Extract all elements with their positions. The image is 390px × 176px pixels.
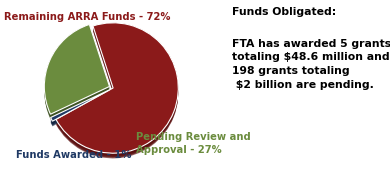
Wedge shape — [51, 90, 110, 121]
Text: FTA has awarded 5 grants
totaling $48.6 million and
198 grants totaling
 $2 bill: FTA has awarded 5 grants totaling $48.6 … — [232, 39, 390, 90]
Wedge shape — [44, 27, 110, 117]
Wedge shape — [56, 24, 178, 154]
Wedge shape — [44, 28, 110, 118]
Text: Funds Obligated:: Funds Obligated: — [232, 7, 336, 17]
Text: Remaining ARRA Funds - 72%: Remaining ARRA Funds - 72% — [4, 12, 170, 22]
Wedge shape — [44, 26, 110, 116]
Wedge shape — [56, 26, 178, 156]
Wedge shape — [56, 23, 178, 153]
Wedge shape — [51, 90, 110, 121]
Wedge shape — [44, 29, 110, 119]
Wedge shape — [44, 24, 110, 114]
Wedge shape — [56, 24, 178, 155]
Wedge shape — [56, 28, 178, 158]
Wedge shape — [51, 92, 110, 123]
Wedge shape — [44, 27, 110, 117]
Wedge shape — [44, 25, 110, 115]
Wedge shape — [56, 25, 178, 155]
Wedge shape — [44, 24, 110, 114]
Wedge shape — [51, 93, 110, 125]
Wedge shape — [51, 95, 110, 126]
Wedge shape — [51, 93, 110, 124]
Wedge shape — [56, 23, 178, 153]
Text: Funds Awarded - 1%: Funds Awarded - 1% — [16, 150, 131, 160]
Wedge shape — [44, 30, 110, 120]
Wedge shape — [56, 27, 178, 158]
Wedge shape — [51, 91, 110, 123]
Wedge shape — [51, 90, 110, 122]
Wedge shape — [56, 27, 178, 157]
Text: Pending Review and
Approval - 27%: Pending Review and Approval - 27% — [136, 133, 251, 155]
Wedge shape — [51, 94, 110, 126]
